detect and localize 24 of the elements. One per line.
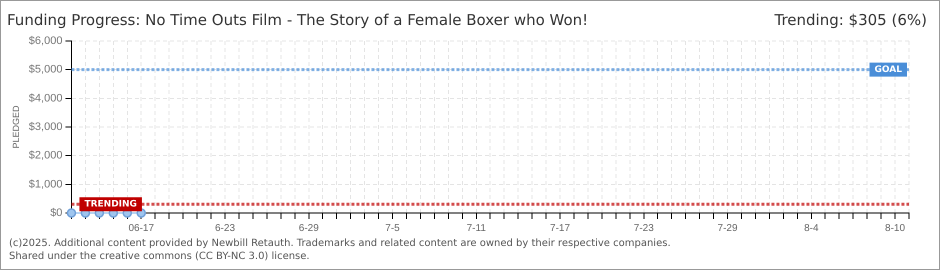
x-tick-label: 7-23 <box>634 222 654 234</box>
x-tick-label: 6-29 <box>298 222 320 234</box>
x-tick-label: 06-17 <box>128 222 154 234</box>
text: Shared under the creative commons (CC BY-NC 3.0) license. <box>9 250 311 263</box>
y-tick-label: $3,000 <box>28 121 62 134</box>
ref-line-label: GOAL <box>874 65 902 76</box>
ref-line-label: TRENDING <box>84 200 137 210</box>
x-tick-label: 7-17 <box>550 222 570 234</box>
x-tick-label: 6-23 <box>214 222 236 234</box>
x-tick-label: 7-11 <box>466 222 486 234</box>
y-tick-label: $2,000 <box>28 150 62 162</box>
text: (c)2025. Additional content provided by Newbill Retauth. Trademarks and related content are owned by their respective companies. <box>9 237 671 250</box>
x-tick-label: 7-29 <box>718 222 738 234</box>
x-tick-label: 8-4 <box>804 222 819 234</box>
y-tick-label: $6,000 <box>28 35 62 48</box>
y-axis-title: PLEDGED <box>10 104 21 149</box>
y-tick-label: $4,000 <box>28 92 62 104</box>
x-tick-label: 8-10 <box>885 222 906 234</box>
chart-title: Funding Progress: No Time Outs Film - The Story of a Female Boxer who Won! <box>7 11 588 29</box>
y-tick-label: $5,000 <box>28 64 62 76</box>
x-tick-label: 7-5 <box>385 222 400 234</box>
y-tick-label: $0 <box>50 207 62 220</box>
y-tick-label: $1,000 <box>28 178 62 190</box>
chart-subtitle: Trending: $305 (6%) <box>774 11 927 29</box>
